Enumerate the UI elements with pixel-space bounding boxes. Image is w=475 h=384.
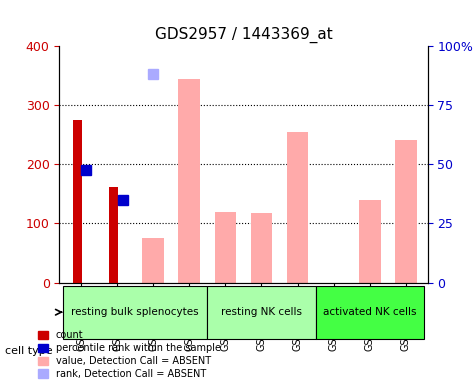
FancyBboxPatch shape xyxy=(63,286,208,339)
Bar xyxy=(73,120,82,283)
Bar xyxy=(215,212,236,283)
Bar xyxy=(142,238,164,283)
Bar xyxy=(395,139,417,283)
Text: resting bulk splenocytes: resting bulk splenocytes xyxy=(71,307,199,317)
Title: GDS2957 / 1443369_at: GDS2957 / 1443369_at xyxy=(154,27,332,43)
Bar xyxy=(287,132,308,283)
Text: resting NK cells: resting NK cells xyxy=(221,307,302,317)
Bar xyxy=(179,79,200,283)
Legend: count, percentile rank within the sample, value, Detection Call = ABSENT, rank, : count, percentile rank within the sample… xyxy=(38,330,220,379)
Text: cell type: cell type xyxy=(5,346,52,356)
Bar xyxy=(109,187,118,283)
Bar xyxy=(251,214,272,283)
FancyBboxPatch shape xyxy=(315,286,424,339)
Bar xyxy=(359,200,380,283)
Text: activated NK cells: activated NK cells xyxy=(323,307,417,317)
FancyBboxPatch shape xyxy=(208,286,315,339)
